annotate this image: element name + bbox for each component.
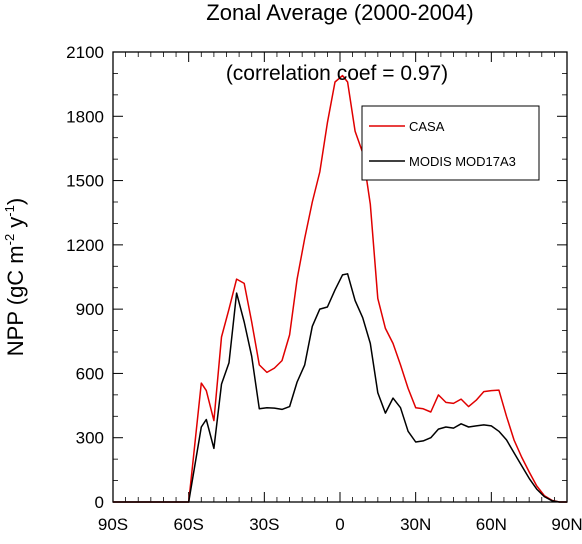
series-line-casa — [113, 74, 567, 503]
x-tick-label: 0 — [335, 515, 344, 534]
chart-title: Zonal Average (2000-2004) — [206, 0, 473, 25]
y-axis-label-base: NPP (gC m — [3, 245, 28, 356]
x-tick-label: 60N — [476, 515, 507, 534]
x-tick-label: 30S — [249, 515, 279, 534]
y-tick-label: 2100 — [66, 43, 104, 62]
legend-label-modis: MODIS MOD17A3 — [409, 154, 516, 169]
y-tick-label: 1500 — [66, 172, 104, 191]
legend-box — [361, 105, 540, 181]
y-tick-label: 300 — [76, 429, 104, 448]
x-tick-label: 90N — [551, 515, 582, 534]
x-tick-labels: 90S 60S 30S 0 30N 60N 90N — [98, 515, 582, 534]
y-axis-label-end: ) — [3, 198, 28, 205]
y-tick-labels: 0 300 600 900 1200 1500 1800 2100 — [66, 43, 104, 512]
correlation-annotation: (correlation coef = 0.97) — [226, 62, 448, 85]
y-axis-label: NPP (gC m-2 y-1) — [2, 198, 28, 356]
x-tick-label: 30N — [400, 515, 431, 534]
y-tick-label: 600 — [76, 364, 104, 383]
y-tick-label: 0 — [95, 493, 104, 512]
y-axis-label-sup1: -2 — [2, 234, 17, 246]
y-tick-label: 1200 — [66, 236, 104, 255]
x-tick-label: 90S — [98, 515, 128, 534]
legend-label-casa: CASA — [409, 119, 445, 134]
axis-ticks — [112, 51, 568, 503]
y-axis-label-mid: y — [3, 217, 28, 234]
x-tick-label: 60S — [174, 515, 204, 534]
series-lines — [113, 74, 567, 503]
legend: CASA MODIS MOD17A3 — [361, 105, 540, 181]
y-tick-label: 1800 — [66, 107, 104, 126]
series-line-modis-mod17a3 — [113, 273, 567, 503]
y-axis-label-sup2: -1 — [2, 205, 17, 217]
y-tick-label: 900 — [76, 300, 104, 319]
